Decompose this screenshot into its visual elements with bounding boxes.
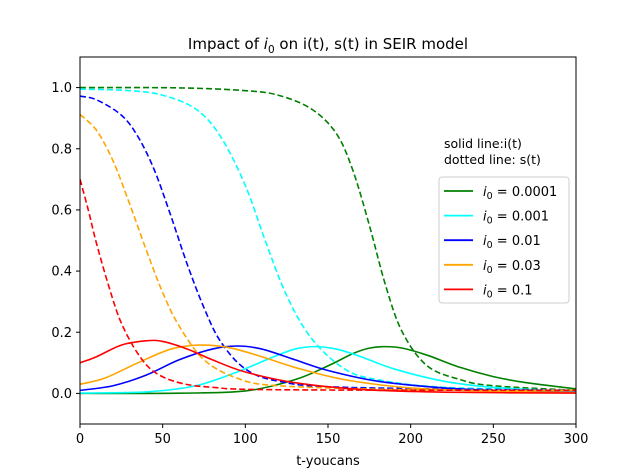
y-axis: 0.0 0.2 0.4 0.6 0.8 1.0 bbox=[51, 81, 80, 402]
annotation-line-2: dotted line: s(t) bbox=[444, 152, 541, 167]
x-tick-label: 250 bbox=[481, 432, 506, 447]
series-4-s-line bbox=[80, 179, 576, 392]
legend: i0 = 0.0001 i0 = 0.001 i0 = 0.01 i0 = 0.03 i… bbox=[438, 176, 570, 304]
x-tick-label: 100 bbox=[233, 432, 258, 447]
legend-label-2: i0 = 0.01 bbox=[483, 234, 541, 251]
series-1-s-line bbox=[80, 88, 576, 392]
legend-label-4: i0 = 0.1 bbox=[483, 283, 533, 300]
x-tick-label: 0 bbox=[76, 432, 84, 447]
series-2-i-line bbox=[80, 345, 576, 393]
legend-label-3: i0 = 0.03 bbox=[483, 259, 541, 276]
watermark: youcans-xupt bbox=[444, 327, 532, 342]
series-0-s-line bbox=[80, 86, 576, 392]
y-tick-label: 0.8 bbox=[51, 142, 72, 157]
annotation-line-1: solid line:i(t) bbox=[444, 136, 522, 151]
y-tick-label: 1.0 bbox=[51, 81, 72, 96]
plot-lines bbox=[80, 86, 576, 395]
x-axis: 0 50 100 150 200 250 300 bbox=[76, 424, 589, 447]
chart-title: Impact of i0 on i(t), s(t) in SEIR model bbox=[188, 35, 468, 56]
legend-label-1: i0 = 0.001 bbox=[483, 210, 549, 227]
y-tick-label: 0.4 bbox=[51, 265, 72, 280]
legend-label-0: i0 = 0.0001 bbox=[483, 185, 557, 202]
series-2-s-line bbox=[80, 95, 576, 392]
series-0-i-line bbox=[80, 345, 576, 395]
y-tick-label: 0.0 bbox=[51, 387, 72, 402]
x-tick-label: 200 bbox=[398, 432, 423, 447]
legend-box bbox=[438, 176, 570, 304]
x-tick-label: 150 bbox=[316, 432, 341, 447]
series-4-i-line bbox=[80, 339, 576, 394]
x-axis-label: t-youcans bbox=[296, 454, 360, 469]
y-tick-label: 0.2 bbox=[51, 326, 72, 341]
y-tick-label: 0.6 bbox=[51, 203, 72, 218]
x-tick-label: 300 bbox=[564, 432, 589, 447]
x-tick-label: 50 bbox=[154, 432, 171, 447]
